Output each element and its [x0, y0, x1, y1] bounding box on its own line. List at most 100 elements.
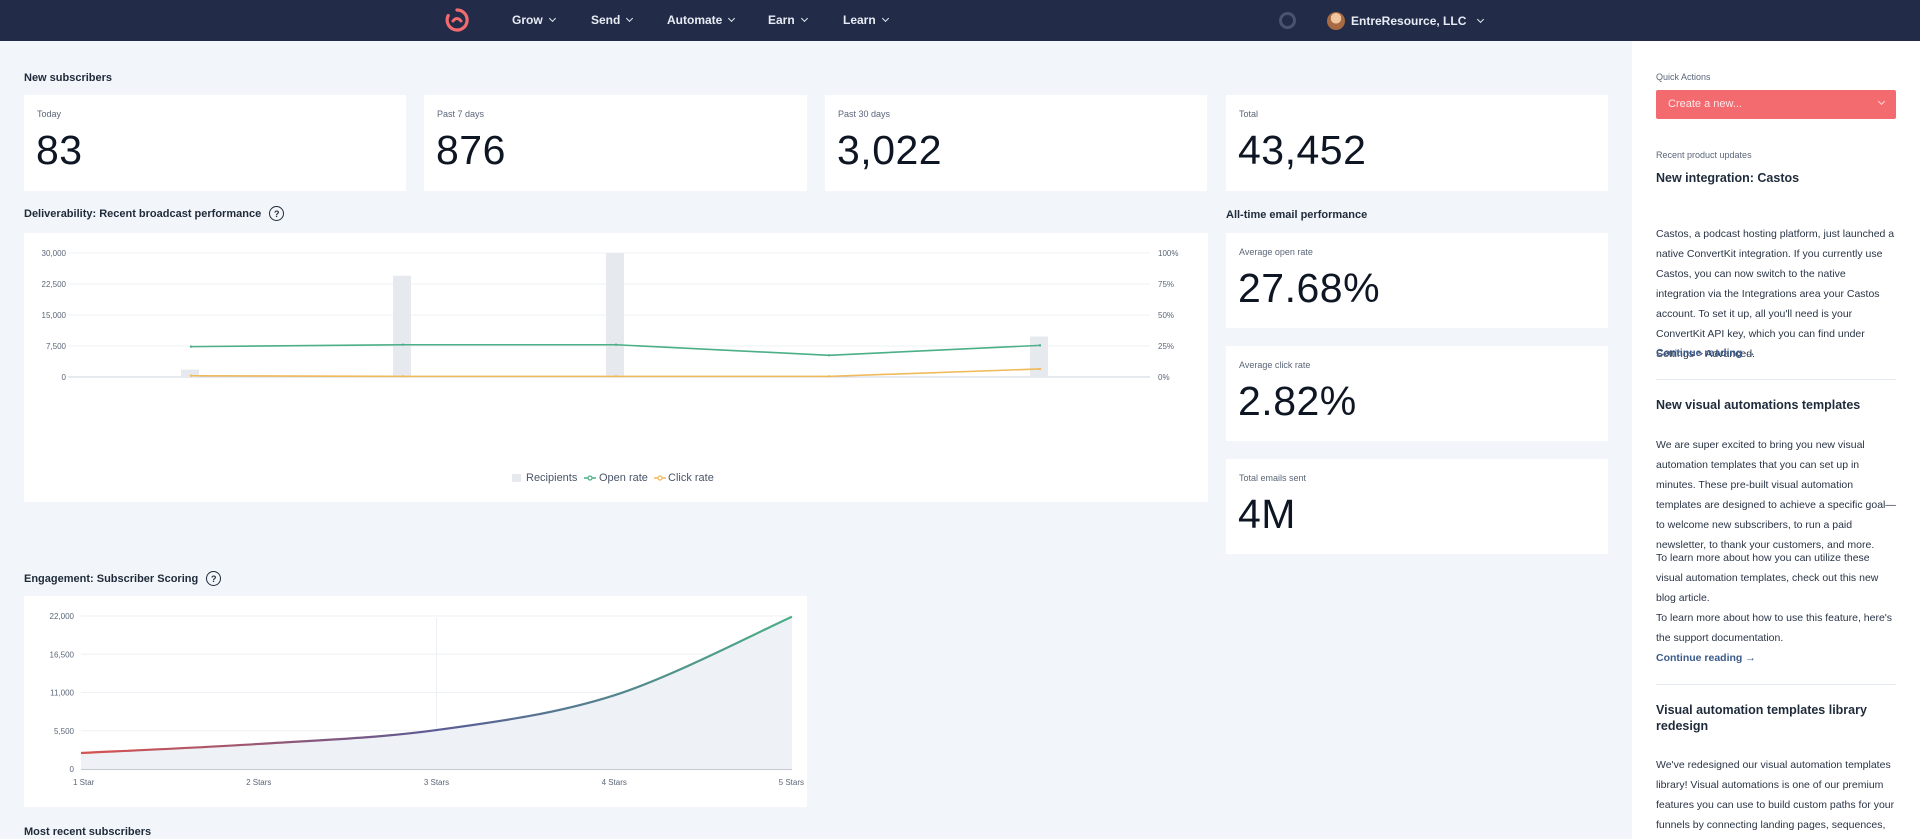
- new-subscribers-title-text: New subscribers: [24, 72, 113, 84]
- open-rate-point: [1038, 344, 1042, 347]
- nav-send[interactable]: Send: [591, 13, 634, 27]
- nav-automate-label: Automate: [667, 13, 723, 27]
- y2-tick-label: 50%: [1158, 311, 1174, 320]
- legend-open-rate: Open rate: [599, 472, 648, 484]
- legend-marker-open-rate: [587, 475, 593, 481]
- deliverability-title-text: Deliverability: Recent broadcast perform…: [24, 207, 262, 220]
- y-tick-label: 22,500: [42, 280, 67, 289]
- open-rate-point: [189, 345, 193, 348]
- y-tick-label: 22,000: [50, 612, 75, 621]
- chevron-down-icon: [881, 14, 889, 23]
- stat-card-click-rate: Average click rate 2.82%: [1226, 346, 1608, 441]
- stat-card-past-30-days: Past 30 days 3,022: [825, 95, 1207, 191]
- account-menu[interactable]: EntreResource, LLC: [1327, 11, 1485, 31]
- stat-label: Average open rate: [1239, 247, 1313, 257]
- stat-value: 43,452: [1238, 127, 1367, 173]
- quick-actions-select[interactable]: Create a new...: [1656, 90, 1896, 119]
- nav-grow-label: Grow: [512, 13, 543, 27]
- nav-automate[interactable]: Automate: [667, 13, 736, 27]
- y2-tick-label: 0%: [1158, 373, 1170, 382]
- click-rate-point: [189, 374, 193, 377]
- recipients-bar: [393, 275, 411, 377]
- chevron-down-icon: [548, 14, 556, 23]
- continue-reading-link[interactable]: Continue reading →: [1656, 652, 1756, 664]
- y2-tick-label: 75%: [1158, 280, 1174, 289]
- continue-reading-label: Continue reading: [1656, 652, 1743, 664]
- stat-label: Today: [37, 109, 62, 119]
- chevron-down-icon: [626, 14, 634, 23]
- help-icon[interactable]: ?: [206, 571, 222, 586]
- recipients-bar: [606, 253, 624, 377]
- x-tick-label: 1 Star: [73, 778, 95, 787]
- stat-card-today: Today 83: [24, 95, 406, 191]
- update-body: To learn more about how to use this feat…: [1656, 612, 1893, 644]
- chevron-down-icon: [728, 14, 736, 23]
- help-icon[interactable]: ?: [269, 206, 285, 221]
- update-body: We've redesigned our visual automation t…: [1656, 759, 1895, 831]
- stat-label: Past 7 days: [437, 109, 485, 119]
- legend-swatch-recipients: [512, 474, 521, 482]
- stat-value: 876: [436, 127, 506, 173]
- stat-card-past-7-days: Past 7 days 876: [424, 95, 807, 191]
- legend-click-rate: Click rate: [668, 472, 714, 484]
- recent-subscribers-title: Most recent subscribers: [24, 826, 151, 838]
- engagement-chart: 0 5,500 11,000 16,500 22,000 1 Star 2 Stars 3 …: [50, 612, 804, 787]
- chevron-down-icon: [800, 14, 808, 23]
- chevron-down-icon: [1477, 15, 1485, 23]
- y-tick-label: 7,500: [46, 342, 67, 351]
- open-rate-point: [827, 354, 831, 357]
- nav-earn-label: Earn: [768, 13, 795, 27]
- deliverability-chart: 0 7,500 15,000 22,500 30,000 0% 25% 50% 75% 100%…: [42, 249, 1179, 484]
- deliverability-title: Deliverability: Recent broadcast perform…: [24, 206, 285, 221]
- open-rate-point: [401, 343, 405, 346]
- stat-card-open-rate: Average open rate 27.68%: [1226, 233, 1608, 328]
- arrow-right-icon: →: [1745, 652, 1756, 664]
- x-tick-label: 3 Stars: [424, 778, 449, 787]
- y-tick-label: 30,000: [42, 249, 67, 258]
- update-body: Castos, a podcast hosting platform, just…: [1656, 228, 1895, 360]
- x-tick-label: 4 Stars: [602, 778, 627, 787]
- divider: [1656, 379, 1896, 380]
- y-tick-label: 0: [62, 373, 67, 382]
- all-time-title: All-time email performance: [1226, 209, 1367, 221]
- convertkit-logo-icon[interactable]: [444, 7, 470, 33]
- nav-earn[interactable]: Earn: [768, 13, 808, 27]
- recipients-bar: [1030, 336, 1048, 377]
- sidebar: Quick Actions Create a new... Recent pro…: [1632, 41, 1920, 839]
- recent-subscribers-title-text: Most recent subscribers: [24, 826, 152, 838]
- click-rate-point: [827, 375, 831, 378]
- y-tick-label: 0: [70, 765, 75, 774]
- top-nav: Grow Send Automate Earn Learn EntreResou…: [0, 0, 1920, 41]
- update-title: Visual automation templates library rede…: [1656, 703, 1867, 733]
- nav-grow[interactable]: Grow: [512, 13, 556, 27]
- arrow-right-icon: →: [1745, 347, 1756, 359]
- update-body: To learn more about how you can utilize …: [1656, 552, 1879, 604]
- legend-marker-click-rate: [657, 475, 663, 481]
- stat-label: Past 30 days: [838, 109, 891, 119]
- nav-learn[interactable]: Learn: [843, 13, 889, 27]
- stat-card-emails-sent: Total emails sent 4M: [1226, 459, 1608, 554]
- y-tick-label: 15,000: [42, 311, 67, 320]
- continue-reading-link[interactable]: Continue reading →: [1656, 347, 1756, 359]
- loading-spinner-icon: [1279, 12, 1296, 29]
- score-line: [80, 615, 793, 755]
- update-title: New visual automations templates: [1656, 398, 1861, 412]
- x-tick-label: 5 Stars: [779, 778, 804, 787]
- engagement-title: Engagement: Subscriber Scoring ?: [24, 571, 222, 586]
- stat-card-total: Total 43,452: [1226, 95, 1608, 191]
- click-rate-point: [401, 375, 405, 378]
- stat-label: Total emails sent: [1239, 473, 1307, 483]
- engagement-chart-card: 0 5,500 11,000 16,500 22,000 1 Star 2 Stars 3 …: [24, 596, 807, 807]
- open-rate-point: [614, 343, 618, 346]
- stat-value: 27.68%: [1238, 265, 1381, 311]
- stat-value: 4M: [1238, 491, 1296, 537]
- click-rate-point: [614, 375, 618, 378]
- account-name: EntreResource, LLC: [1351, 14, 1467, 28]
- stat-value: 3,022: [837, 127, 943, 173]
- nav-send-label: Send: [591, 13, 621, 27]
- click-rate-point: [1038, 367, 1042, 371]
- y2-tick-label: 25%: [1158, 342, 1174, 351]
- chart-legend: Recipients Open rate Click rate: [512, 472, 714, 484]
- stat-value: 2.82%: [1238, 378, 1357, 424]
- engagement-title-text: Engagement: Subscriber Scoring: [24, 572, 199, 585]
